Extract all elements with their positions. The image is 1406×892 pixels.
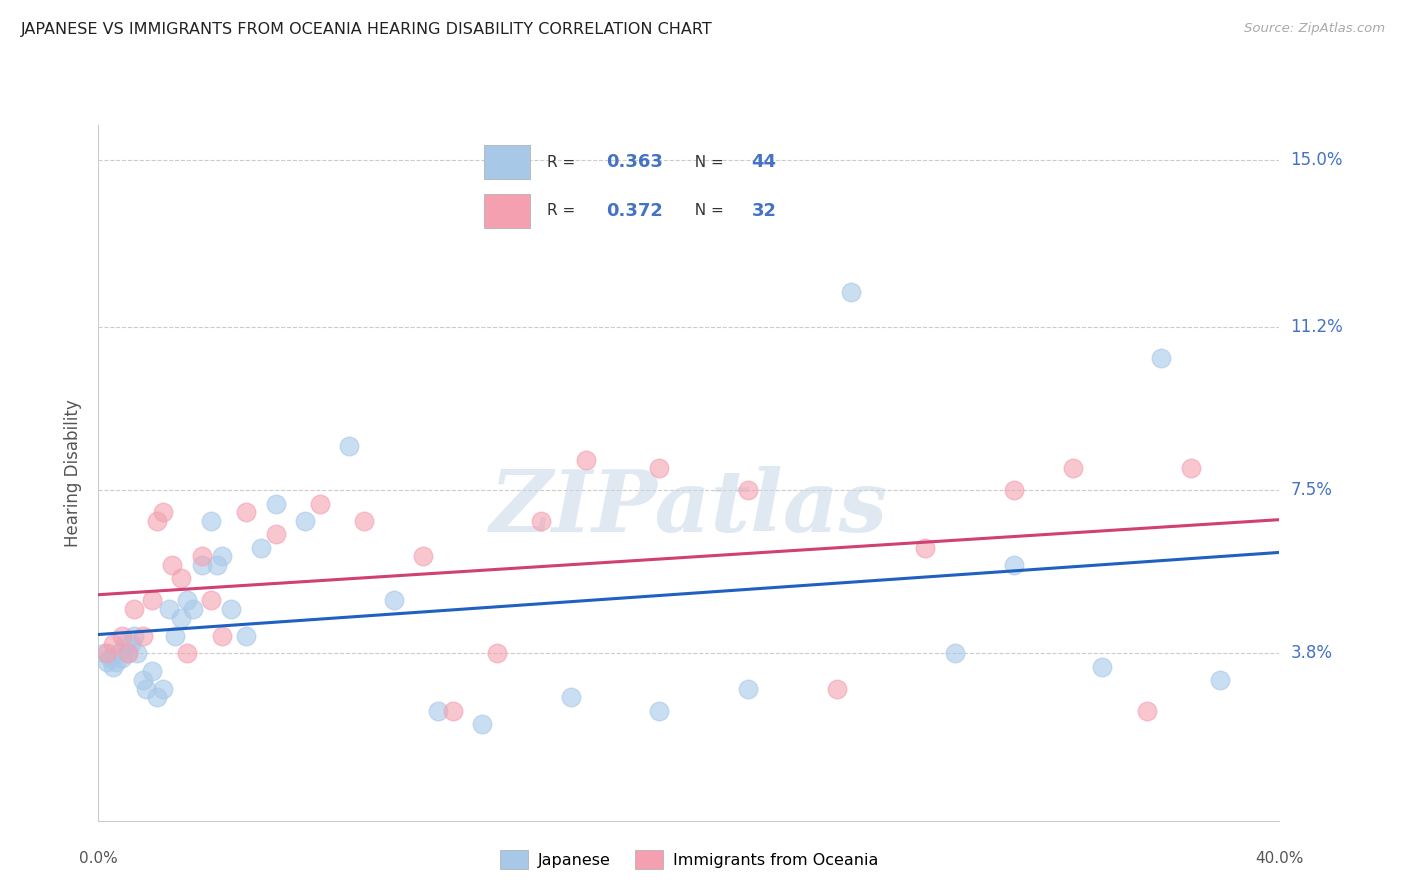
Point <box>191 549 214 564</box>
Point <box>176 593 198 607</box>
Point <box>111 629 134 643</box>
Text: 3.8%: 3.8% <box>1291 644 1333 662</box>
Point <box>96 646 118 660</box>
Point <box>103 659 125 673</box>
Point <box>146 690 169 705</box>
Point <box>1062 461 1084 475</box>
Point <box>412 549 434 564</box>
Point <box>211 549 233 564</box>
Point <box>914 541 936 555</box>
Point <box>176 646 198 660</box>
Point <box>1180 461 1202 475</box>
Point <box>132 629 155 643</box>
Point <box>152 681 174 696</box>
Point <box>441 704 464 718</box>
Y-axis label: Hearing Disability: Hearing Disability <box>65 399 83 547</box>
Point <box>200 514 222 528</box>
Point <box>152 505 174 519</box>
Point <box>1091 659 1114 673</box>
Point <box>117 646 139 660</box>
Text: 0.0%: 0.0% <box>79 851 118 866</box>
Point <box>1209 673 1232 687</box>
Text: R =: R = <box>547 203 579 219</box>
FancyBboxPatch shape <box>484 194 530 228</box>
Point <box>205 558 228 573</box>
Point <box>96 655 118 669</box>
Point <box>560 690 582 705</box>
Text: Source: ZipAtlas.com: Source: ZipAtlas.com <box>1244 22 1385 36</box>
Point <box>135 681 157 696</box>
Point <box>264 527 287 541</box>
Point <box>111 650 134 665</box>
FancyBboxPatch shape <box>484 145 530 179</box>
Point <box>98 650 121 665</box>
Point <box>1135 704 1157 718</box>
Point <box>117 646 139 660</box>
Point <box>382 593 405 607</box>
Point <box>235 629 257 643</box>
Point <box>120 638 142 652</box>
Text: N =: N = <box>685 203 730 219</box>
Text: 11.2%: 11.2% <box>1291 318 1343 336</box>
Point <box>132 673 155 687</box>
Point <box>103 638 125 652</box>
Point <box>825 681 848 696</box>
Point <box>486 646 509 660</box>
Point <box>165 629 187 643</box>
Point <box>264 497 287 511</box>
Point <box>471 716 494 731</box>
Point <box>737 681 759 696</box>
Point <box>1150 351 1173 366</box>
Text: 0.372: 0.372 <box>606 202 662 220</box>
Point <box>125 646 148 660</box>
Point <box>235 505 257 519</box>
Text: 7.5%: 7.5% <box>1291 482 1333 500</box>
Point <box>737 483 759 498</box>
Point <box>211 629 233 643</box>
Point <box>146 514 169 528</box>
Point <box>200 593 222 607</box>
Text: ZIPatlas: ZIPatlas <box>489 466 889 549</box>
Point <box>122 629 145 643</box>
Point <box>1002 483 1025 498</box>
Point <box>219 602 242 616</box>
Point <box>353 514 375 528</box>
Text: 32: 32 <box>752 202 776 220</box>
Point <box>839 285 862 300</box>
Point <box>943 646 966 660</box>
Point <box>309 497 332 511</box>
Text: 40.0%: 40.0% <box>1256 851 1303 866</box>
Point <box>181 602 204 616</box>
Point <box>1002 558 1025 573</box>
Point <box>648 704 671 718</box>
Point <box>294 514 316 528</box>
Point <box>191 558 214 573</box>
Point <box>162 558 183 573</box>
Point <box>337 439 360 453</box>
Text: N =: N = <box>685 154 730 169</box>
Point <box>93 646 115 660</box>
Point <box>250 541 273 555</box>
Point <box>170 611 193 625</box>
Text: R =: R = <box>547 154 579 169</box>
Legend: Japanese, Immigrants from Oceania: Japanese, Immigrants from Oceania <box>494 844 884 875</box>
Point <box>108 646 131 660</box>
Point <box>105 655 128 669</box>
Text: 0.363: 0.363 <box>606 153 662 171</box>
Text: JAPANESE VS IMMIGRANTS FROM OCEANIA HEARING DISABILITY CORRELATION CHART: JAPANESE VS IMMIGRANTS FROM OCEANIA HEAR… <box>21 22 713 37</box>
Point <box>574 452 596 467</box>
Point <box>141 664 163 678</box>
Text: 44: 44 <box>752 153 776 171</box>
Point <box>157 602 180 616</box>
Point <box>141 593 163 607</box>
Point <box>530 514 553 528</box>
Point <box>170 571 193 585</box>
Point <box>114 638 136 652</box>
Point <box>427 704 450 718</box>
Text: 15.0%: 15.0% <box>1291 151 1343 169</box>
Point <box>122 602 145 616</box>
Point <box>648 461 671 475</box>
